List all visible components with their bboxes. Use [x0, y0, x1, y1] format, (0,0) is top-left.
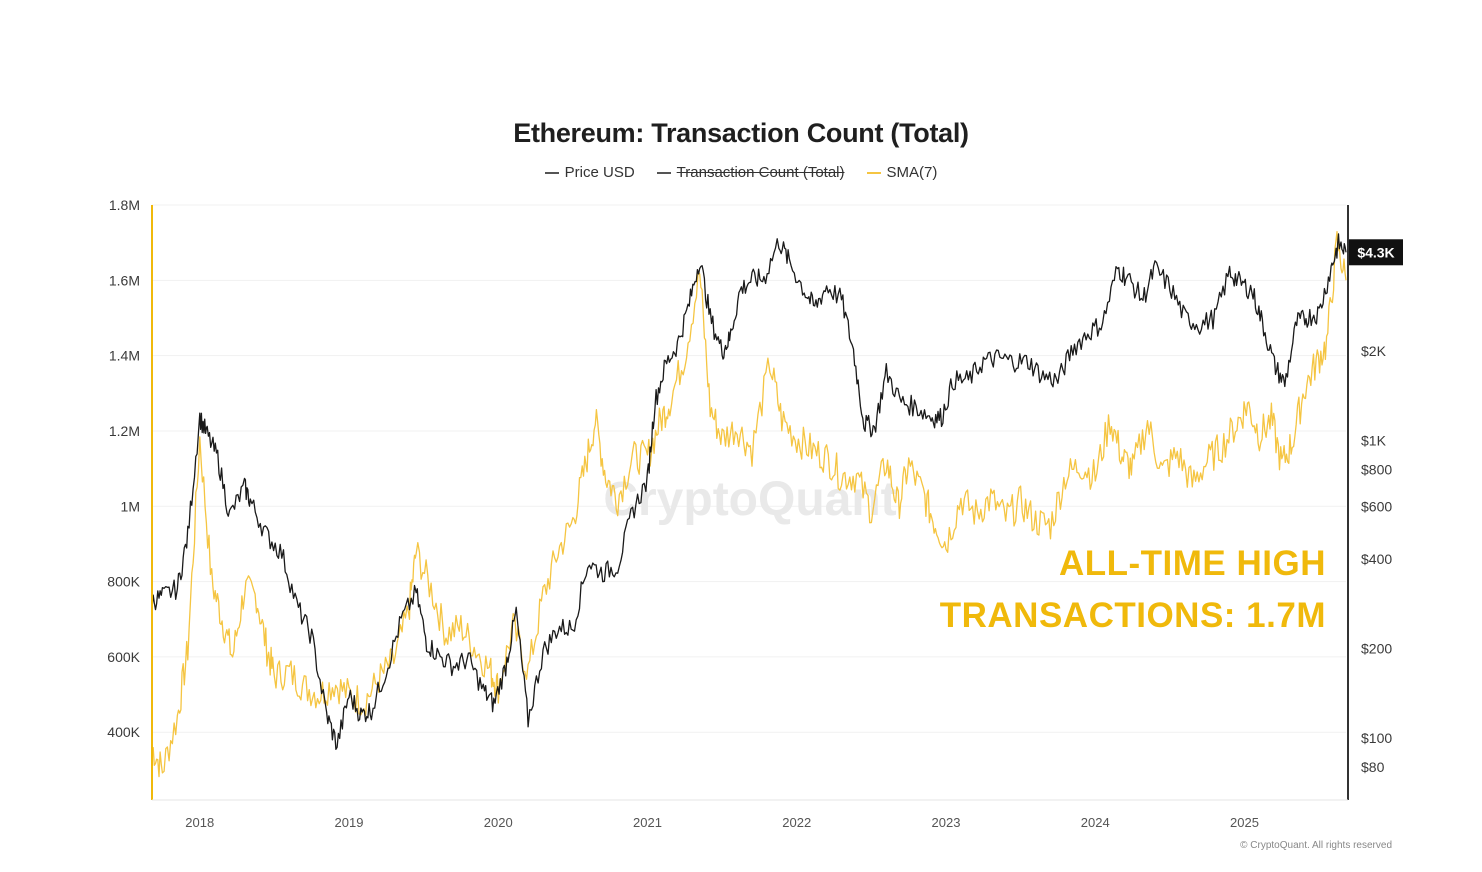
watermark: CryptoQuant: [603, 473, 896, 526]
grid-lines: [152, 204, 1346, 733]
legend-item-price[interactable]: Price USD: [544, 164, 635, 181]
legend-label-price: Price USD: [564, 164, 635, 181]
legend-label-sma: SMA(7): [886, 164, 938, 181]
right-tick-label: $400: [1361, 551, 1392, 567]
legend-item-transaction-count[interactable]: Transaction Count (Total): [656, 164, 845, 181]
left-tick-label: 1.8M: [109, 197, 140, 213]
x-tick-label: 2018: [185, 815, 214, 830]
annotation-line-1: ALL-TIME HIGH: [1059, 544, 1326, 583]
right-tick-label: $2K: [1361, 343, 1387, 359]
legend-swatch-sma: [866, 171, 881, 174]
left-tick-label: 600K: [107, 649, 140, 665]
left-tick-label: 1.4M: [109, 348, 140, 364]
legend-swatch-transaction-count: [656, 171, 671, 174]
x-axis-ticks: 2018 2019 2020 2021 2022 2023 2024 2025: [185, 815, 1259, 830]
left-axis-ticks: 400K 600K 800K 1M 1.2M 1.4M 1.6M 1.8M: [107, 197, 140, 740]
right-tick-label: $100: [1361, 730, 1392, 746]
left-tick-label: 400K: [107, 724, 140, 740]
left-tick-label: 800K: [107, 574, 140, 590]
left-tick-label: 1.6M: [109, 272, 140, 288]
series-layer: [151, 231, 1347, 778]
x-tick-label: 2022: [782, 815, 811, 830]
legend-swatch-price: [544, 171, 559, 174]
x-tick-label: 2019: [335, 815, 364, 830]
series-line-sma: [151, 231, 1347, 778]
legend-item-sma[interactable]: SMA(7): [866, 164, 938, 181]
annotation-line-2: TRANSACTIONS: 1.7M: [940, 596, 1326, 635]
x-tick-label: 2020: [484, 815, 513, 830]
copyright-notice: © CryptoQuant. All rights reserved: [1240, 840, 1392, 851]
right-tick-label: $800: [1361, 462, 1392, 478]
left-tick-label: 1M: [121, 498, 140, 514]
chart-legend: Price USD Transaction Count (Total) SMA(…: [0, 164, 1482, 181]
right-tick-label: $600: [1361, 499, 1392, 515]
x-tick-label: 2021: [633, 815, 662, 830]
right-tick-label: $200: [1361, 641, 1392, 657]
x-tick-label: 2023: [932, 815, 961, 830]
x-tick-label: 2024: [1081, 815, 1110, 830]
right-tick-label: $80: [1361, 759, 1385, 775]
right-axis-ticks: $80 $100 $200 $400 $600 $800 $1K $2K: [1361, 343, 1392, 775]
chart-title: Ethereum: Transaction Count (Total): [513, 118, 969, 148]
left-tick-label: 1.2M: [109, 423, 140, 439]
legend-label-transaction-count: Transaction Count (Total): [676, 164, 845, 181]
current-price-badge-label: $4.3K: [1357, 244, 1394, 260]
right-tick-label: $1K: [1361, 433, 1387, 449]
series-line-price: [151, 233, 1347, 750]
x-tick-label: 2025: [1230, 815, 1259, 830]
current-price-badge: $4.3K: [1349, 239, 1403, 266]
current-price-badge-bg: [1349, 239, 1403, 266]
